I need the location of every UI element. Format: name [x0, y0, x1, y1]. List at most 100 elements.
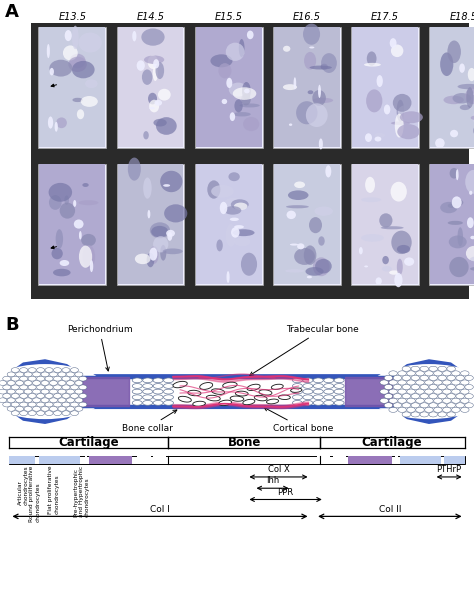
Circle shape	[45, 402, 53, 407]
Circle shape	[28, 411, 36, 416]
Text: Flat proliferative
chondrocytes: Flat proliferative chondrocytes	[48, 466, 59, 514]
Circle shape	[7, 389, 15, 394]
Ellipse shape	[297, 243, 304, 250]
Circle shape	[36, 402, 45, 407]
Circle shape	[461, 398, 469, 403]
Ellipse shape	[313, 384, 323, 388]
Circle shape	[393, 394, 401, 398]
Circle shape	[66, 381, 74, 385]
Ellipse shape	[303, 395, 313, 400]
Circle shape	[452, 380, 460, 385]
Ellipse shape	[164, 204, 187, 222]
Circle shape	[24, 406, 32, 411]
Text: Bone: Bone	[228, 436, 261, 449]
Circle shape	[461, 389, 469, 394]
Ellipse shape	[451, 199, 463, 206]
Ellipse shape	[303, 400, 313, 405]
Circle shape	[416, 380, 424, 385]
Bar	[196, 27, 262, 147]
Ellipse shape	[444, 95, 464, 104]
Ellipse shape	[55, 229, 63, 248]
Ellipse shape	[219, 400, 232, 406]
Ellipse shape	[85, 79, 98, 88]
Ellipse shape	[234, 225, 244, 229]
Ellipse shape	[154, 119, 167, 126]
Bar	[430, 27, 474, 147]
Ellipse shape	[459, 63, 465, 73]
Ellipse shape	[135, 254, 151, 264]
Ellipse shape	[193, 401, 205, 406]
Ellipse shape	[144, 55, 164, 64]
Ellipse shape	[310, 66, 332, 69]
Bar	[333, 456, 346, 464]
Circle shape	[58, 389, 66, 394]
Circle shape	[79, 377, 87, 381]
Ellipse shape	[173, 381, 187, 388]
Ellipse shape	[132, 389, 142, 394]
Ellipse shape	[391, 181, 407, 202]
Bar	[395, 456, 398, 464]
Ellipse shape	[70, 54, 86, 68]
Bar	[118, 164, 183, 284]
Circle shape	[398, 380, 406, 385]
Circle shape	[407, 407, 415, 412]
Circle shape	[66, 398, 74, 403]
Ellipse shape	[143, 389, 153, 394]
Circle shape	[384, 375, 392, 381]
Circle shape	[45, 411, 53, 416]
Circle shape	[461, 380, 469, 385]
Circle shape	[438, 412, 447, 417]
Circle shape	[389, 407, 397, 412]
Ellipse shape	[178, 396, 191, 402]
Ellipse shape	[313, 389, 323, 394]
Ellipse shape	[219, 63, 231, 78]
Ellipse shape	[292, 384, 302, 388]
Text: B: B	[6, 315, 19, 333]
Ellipse shape	[79, 200, 99, 205]
Ellipse shape	[231, 199, 249, 210]
Ellipse shape	[74, 219, 83, 229]
Circle shape	[54, 402, 62, 407]
Ellipse shape	[447, 40, 461, 63]
Ellipse shape	[132, 395, 142, 400]
Ellipse shape	[210, 55, 233, 68]
Ellipse shape	[291, 388, 302, 393]
Ellipse shape	[359, 247, 363, 254]
Circle shape	[434, 380, 442, 385]
Ellipse shape	[56, 117, 67, 128]
Circle shape	[75, 372, 83, 377]
Circle shape	[407, 380, 415, 385]
Circle shape	[19, 402, 27, 407]
Bar	[273, 27, 341, 148]
Ellipse shape	[148, 93, 157, 104]
Bar	[317, 456, 330, 464]
Ellipse shape	[394, 273, 402, 287]
Ellipse shape	[79, 231, 82, 240]
Circle shape	[45, 394, 53, 398]
Ellipse shape	[334, 389, 344, 394]
Circle shape	[16, 381, 24, 385]
Circle shape	[62, 377, 70, 381]
Circle shape	[407, 371, 415, 376]
Circle shape	[7, 372, 15, 377]
Circle shape	[429, 394, 438, 398]
Ellipse shape	[366, 90, 383, 112]
Text: PTHrP: PTHrP	[437, 465, 462, 474]
Polygon shape	[5, 359, 469, 424]
Circle shape	[380, 389, 389, 394]
Circle shape	[58, 381, 66, 385]
Ellipse shape	[72, 25, 79, 49]
Text: Trabecular bone: Trabecular bone	[250, 325, 359, 375]
Ellipse shape	[72, 61, 95, 78]
Ellipse shape	[143, 384, 153, 388]
Ellipse shape	[132, 384, 142, 388]
Circle shape	[465, 403, 474, 408]
Circle shape	[452, 371, 460, 376]
Circle shape	[434, 407, 442, 412]
Bar	[39, 164, 105, 284]
Ellipse shape	[404, 257, 414, 266]
Text: A: A	[5, 3, 18, 21]
Circle shape	[411, 366, 419, 371]
Ellipse shape	[143, 378, 153, 382]
Circle shape	[62, 394, 70, 398]
